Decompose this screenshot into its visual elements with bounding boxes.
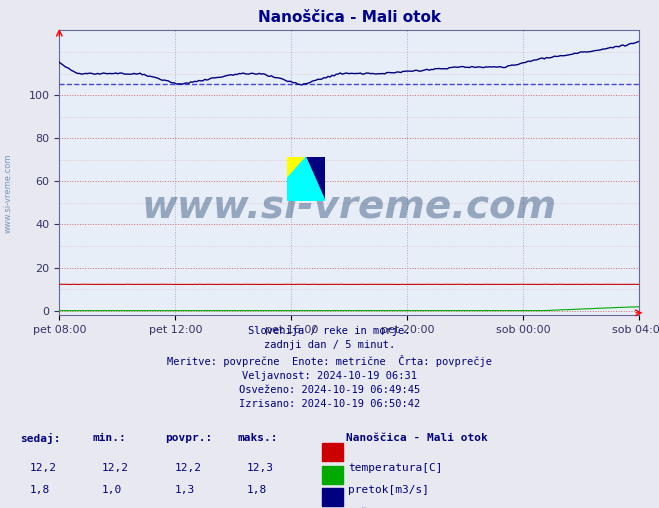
Text: sedaj:: sedaj: — [20, 433, 60, 444]
Text: 1,3: 1,3 — [175, 486, 195, 495]
Text: temperatura[C]: temperatura[C] — [348, 463, 442, 473]
Text: 1,0: 1,0 — [102, 486, 123, 495]
Polygon shape — [287, 157, 325, 201]
Text: pretok[m3/s]: pretok[m3/s] — [348, 486, 429, 495]
Bar — [322, 488, 343, 506]
Text: 1,8: 1,8 — [247, 486, 268, 495]
Polygon shape — [287, 157, 306, 179]
Text: 12,2: 12,2 — [30, 463, 57, 473]
Text: Nanoščica - Mali otok: Nanoščica - Mali otok — [346, 433, 488, 443]
Polygon shape — [287, 179, 325, 201]
Bar — [322, 443, 343, 461]
Text: 12,2: 12,2 — [102, 463, 129, 473]
Text: maks.:: maks.: — [237, 433, 277, 443]
Bar — [322, 466, 343, 484]
Text: 1,8: 1,8 — [30, 486, 50, 495]
Text: 12,2: 12,2 — [175, 463, 202, 473]
Text: www.si-vreme.com: www.si-vreme.com — [3, 153, 13, 233]
Text: Slovenija / reke in morje.
zadnji dan / 5 minut.
Meritve: povprečne  Enote: metr: Slovenija / reke in morje. zadnji dan / … — [167, 326, 492, 408]
Title: Nanoščica - Mali otok: Nanoščica - Mali otok — [258, 10, 441, 25]
Polygon shape — [306, 157, 325, 201]
Text: 12,3: 12,3 — [247, 463, 274, 473]
Text: www.si-vreme.com: www.si-vreme.com — [142, 188, 557, 226]
Text: povpr.:: povpr.: — [165, 433, 212, 443]
Text: min.:: min.: — [92, 433, 126, 443]
